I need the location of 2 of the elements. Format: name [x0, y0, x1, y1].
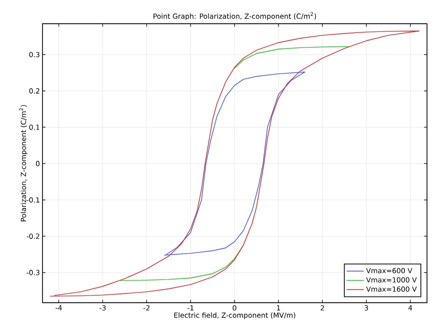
line-series: [164, 72, 306, 256]
line-series: [50, 30, 420, 297]
